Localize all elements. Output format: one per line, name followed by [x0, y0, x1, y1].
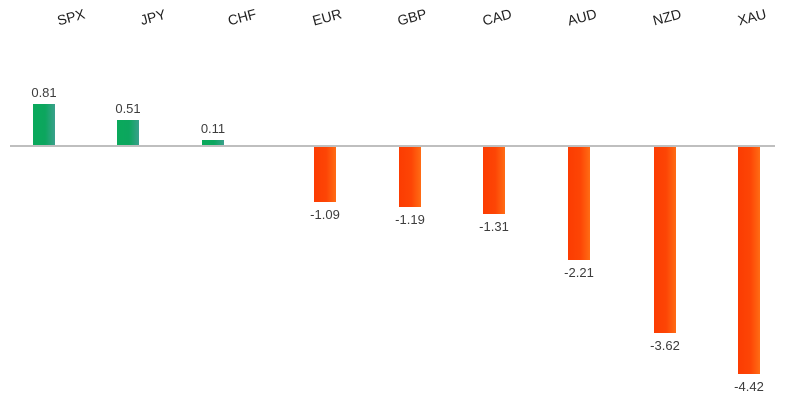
- bar-xau: [738, 146, 760, 374]
- category-label-spx: SPX: [55, 5, 87, 29]
- value-label-spx: 0.81: [31, 85, 57, 100]
- value-label-chf: 0.11: [200, 121, 226, 136]
- category-label-aud: AUD: [565, 5, 599, 29]
- category-label-gbp: GBP: [395, 5, 429, 29]
- category-label-jpy: JPY: [138, 5, 168, 29]
- value-label-cad: -1.31: [479, 219, 509, 234]
- category-label-eur: EUR: [310, 5, 344, 29]
- bar-eur: [314, 146, 336, 202]
- x-axis-line: [10, 145, 775, 147]
- category-label-nzd: NZD: [651, 5, 683, 29]
- bar-spx: [33, 104, 55, 146]
- category-label-chf: CHF: [226, 5, 258, 29]
- bar-aud: [568, 146, 590, 260]
- bar-gbp: [399, 146, 421, 207]
- category-label-cad: CAD: [480, 5, 514, 29]
- value-label-gbp: -1.19: [395, 212, 425, 227]
- value-label-eur: -1.09: [310, 207, 340, 222]
- value-label-nzd: -3.62: [650, 338, 680, 353]
- bar-jpy: [117, 120, 139, 146]
- bar-cad: [483, 146, 505, 214]
- category-label-xau: XAU: [736, 5, 768, 29]
- value-label-jpy: 0.51: [115, 101, 141, 116]
- bar-nzd: [654, 146, 676, 333]
- bar-chf: [202, 140, 224, 146]
- value-label-xau: -4.42: [734, 379, 764, 394]
- value-label-aud: -2.21: [564, 265, 594, 280]
